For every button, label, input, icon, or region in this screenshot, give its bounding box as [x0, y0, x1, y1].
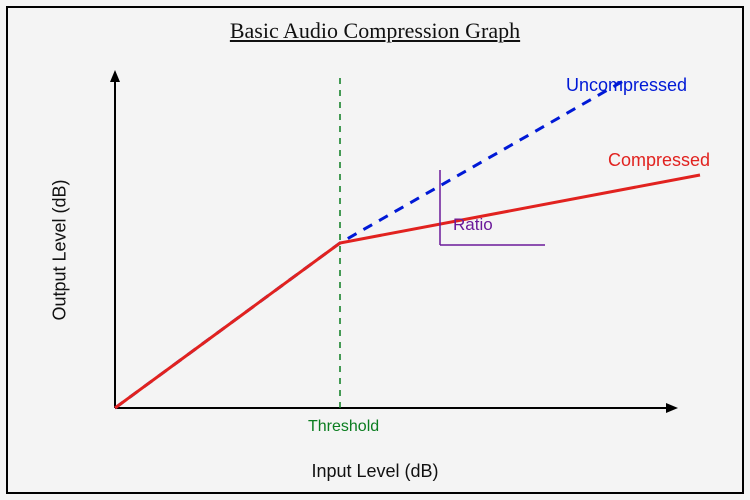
x-axis-arrow [666, 403, 678, 413]
compressed-line [115, 175, 700, 408]
uncompressed-label: Uncompressed [566, 75, 687, 96]
y-axis-arrow [110, 70, 120, 82]
threshold-label: Threshold [308, 418, 379, 436]
axes [110, 70, 678, 413]
compressed-label: Compressed [608, 150, 710, 171]
ratio-label: Ratio [453, 215, 493, 235]
uncompressed-line [115, 80, 625, 408]
